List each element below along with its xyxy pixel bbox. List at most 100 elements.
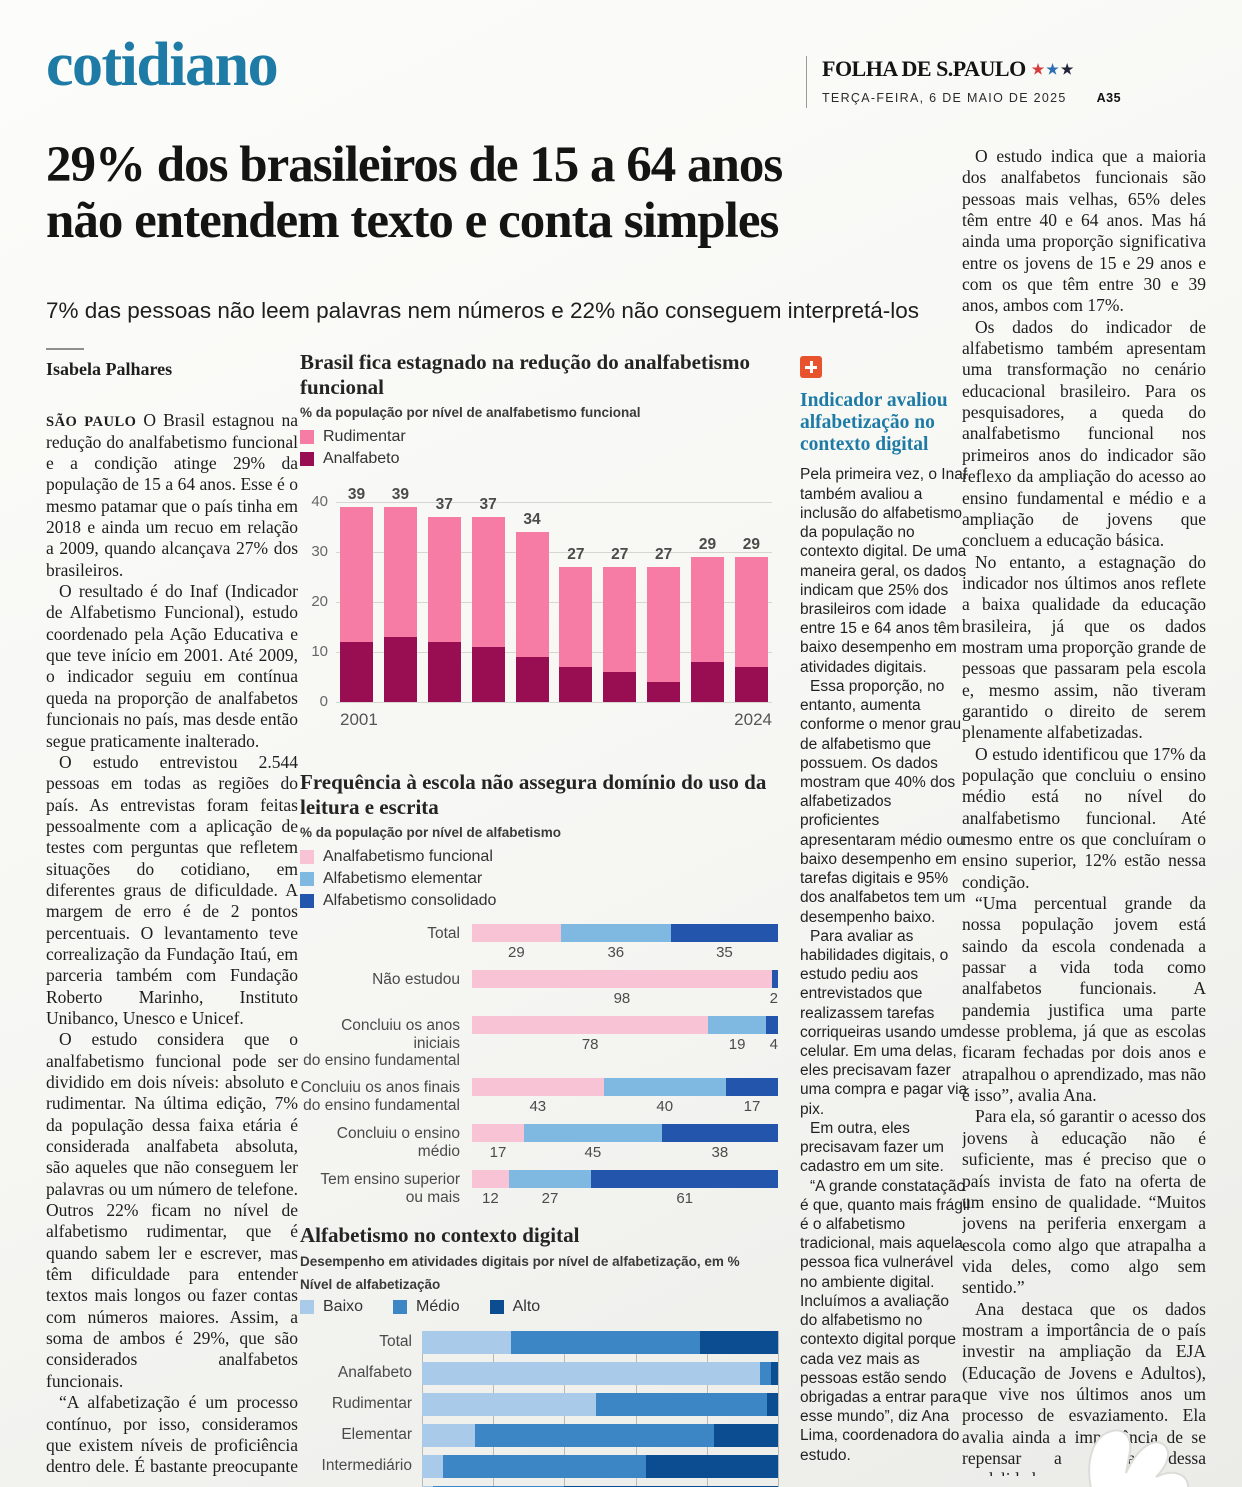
bar-segment — [472, 924, 561, 943]
bar-total-label: 29 — [698, 536, 717, 554]
segment-rudimentar — [647, 567, 681, 683]
headline: 29% dos brasileiros de 15 a 64 anos não … — [46, 137, 956, 249]
y-tick-label: 30 — [311, 543, 328, 561]
chart-row: Não estudou 98 2 — [300, 970, 778, 1007]
chart1-title: Brasil fica estagnado na redução do anal… — [300, 350, 750, 399]
legend-label: Alfabetismo elementar — [323, 870, 483, 888]
sidebar-heading: Indicador avaliou alfabetização no conte… — [800, 390, 948, 455]
bar-segment — [670, 924, 778, 943]
bar-segment — [560, 924, 671, 943]
stacked-bar — [647, 567, 681, 703]
bar-segment — [422, 1330, 511, 1354]
value-label: 12 — [482, 1190, 499, 1208]
bar-total-label: 27 — [655, 546, 673, 564]
bar-segment — [760, 1361, 771, 1385]
paragraph: Pela primeira vez, o Inaf também avaliou… — [800, 466, 968, 676]
segment-analfabeto — [340, 642, 373, 703]
legend-label: Alfabetismo consolidado — [323, 892, 497, 910]
bar-group: 29 — [734, 536, 768, 703]
legend-swatch-icon — [300, 872, 314, 887]
legend-label: Médio — [416, 1297, 460, 1315]
chart2-rows: Total 29 36 35 Não estudou 98 2 Concluiu os ano… — [300, 924, 778, 1207]
bar-segment — [508, 1170, 592, 1189]
legend-item: Analfabeto — [300, 450, 778, 468]
value-labels: 12 27 61 — [472, 1190, 778, 1207]
bar-group: 27 — [559, 546, 593, 703]
segment-analfabeto — [427, 642, 461, 703]
bar-area: 29 36 35 — [472, 924, 778, 961]
paragraph: Os dados do indicador de alfabetismo tam… — [962, 316, 1206, 551]
value-label: 98 — [613, 990, 631, 1008]
value-label: 29 — [508, 944, 525, 962]
row-label: Concluiu o ensino médio — [336, 1125, 460, 1160]
chart-row: Tem ensino superior ou mais 12 27 61 — [300, 1170, 778, 1207]
masthead-title: Folha de S.Paulo ★★★ — [822, 56, 1202, 82]
chart-escolaridade: Frequência à escola não assegura domínio… — [300, 770, 778, 1207]
section-logo: cotidiano — [46, 31, 279, 99]
bar-segment — [475, 1423, 714, 1447]
bar-segment — [725, 1078, 778, 1097]
chart2-title: Frequência à escola não assegura domínio… — [300, 770, 767, 819]
chart-row: Concluiu o ensino médio 17 45 38 — [300, 1124, 778, 1161]
chart-row: Concluiu os anos iniciais do ensino funda… — [300, 1016, 778, 1069]
edition-date: TERÇA-FEIRA, 6 DE MAIO DE 2025 — [822, 91, 1067, 105]
chart-row: Analfabeto — [338, 1361, 778, 1385]
chart3-legend: Baixo Médio Alto — [300, 1294, 778, 1319]
masthead: Folha de S.Paulo ★★★ TERÇA-FEIRA, 6 DE MA… — [822, 56, 1202, 105]
bar-segment — [472, 1170, 509, 1189]
bar-segment — [422, 1361, 761, 1385]
row-label: Tem ensino superior ou mais — [320, 1171, 460, 1206]
bar-group: 27 — [603, 546, 637, 703]
paragraph: O resultado é do Inaf (Indicador de Alfa… — [46, 581, 298, 751]
bar-group: 37 — [427, 496, 461, 703]
bar-group: 29 — [691, 536, 724, 703]
bar-area: 43 40 17 — [472, 1078, 778, 1115]
stacked-bar — [471, 517, 505, 703]
legend-swatch-icon — [300, 430, 314, 445]
bar-group: 27 — [647, 546, 681, 703]
paragraph: “Uma percentual grande da nossa populaçã… — [962, 893, 1206, 1106]
row-label: Total — [379, 1333, 412, 1351]
legend-label: Analfabetismo funcional — [323, 848, 493, 866]
paragraph: Em outra, eles precisavam fazer um cadas… — [800, 1119, 944, 1176]
segment-analfabeto — [734, 667, 768, 703]
headline-line-2: não entendem texto e conta simples — [46, 192, 779, 249]
bar-segment — [603, 1078, 726, 1097]
chart1-subtitle: % da população por nível de analfabetism… — [300, 405, 641, 421]
left-column: Isabela Palhares SÃO PAULO O Brasil esta… — [46, 348, 298, 1476]
row-label: Analfabeto — [337, 1364, 412, 1382]
segment-analfabeto — [559, 667, 593, 703]
stacked-bar — [734, 557, 768, 703]
gridline — [336, 551, 772, 553]
segment-analfabeto — [691, 662, 724, 703]
headline-line-1: 29% dos brasileiros de 15 a 64 anos — [46, 137, 783, 193]
stacked-bar — [603, 567, 637, 703]
stacked-bar — [472, 1078, 778, 1097]
chart3-legend-title: Nível de alfabetização — [300, 1276, 441, 1292]
stacked-bar — [422, 1423, 778, 1447]
byline: Isabela Palhares — [46, 359, 173, 379]
bar-segment — [524, 1124, 662, 1143]
gridline — [336, 601, 772, 603]
bar-segment — [472, 1078, 604, 1097]
paragraph: Para ela, só garantir o acesso dos joven… — [962, 1106, 1206, 1298]
chart1-x-axis: 2001 2024 — [340, 710, 772, 730]
legend-item: Alfabetismo elementar — [300, 870, 778, 888]
plus-icon — [800, 356, 822, 378]
bar-segment — [511, 1330, 700, 1354]
value-label: 35 — [716, 944, 733, 962]
stacked-bar — [472, 1124, 778, 1143]
value-labels: 78 19 4 — [472, 1036, 778, 1053]
value-label: 38 — [711, 1144, 729, 1162]
value-label: 2 — [769, 990, 778, 1008]
paragraph: No entanto, a estagnação do indicador no… — [962, 551, 1206, 743]
chart-row: Total — [379, 1330, 778, 1354]
stacked-bar — [427, 517, 461, 703]
value-labels: 43 40 17 — [472, 1098, 778, 1115]
stacked-bar — [422, 1485, 778, 1487]
segment-rudimentar — [691, 557, 724, 663]
segment-analfabeto — [647, 682, 681, 703]
bar-group: 37 — [471, 496, 505, 703]
gridline — [336, 701, 772, 703]
chart-row: Total 29 36 35 — [300, 924, 778, 961]
